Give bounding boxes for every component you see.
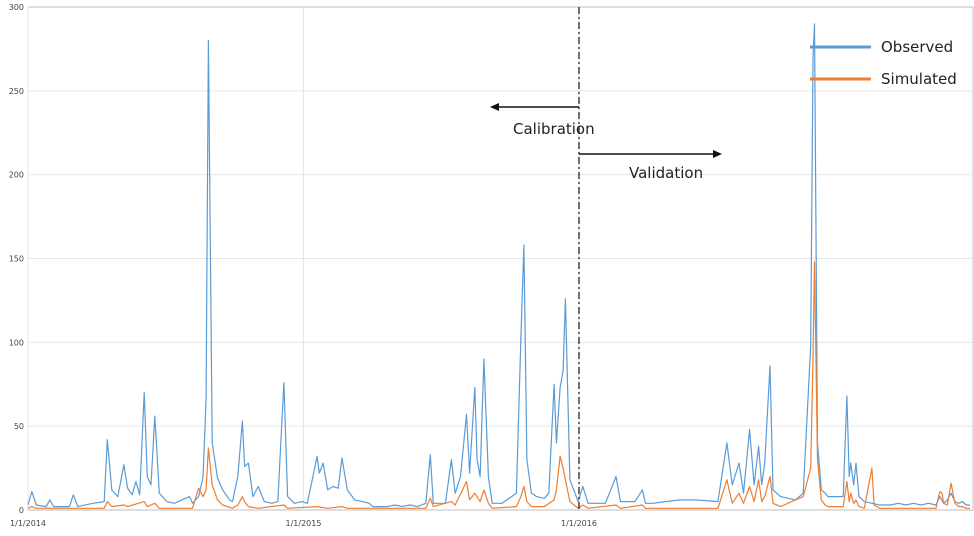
legend: Observed Simulated — [810, 38, 957, 88]
validation-arrow-head — [713, 150, 722, 158]
x-tick-label: 1/1/2014 — [10, 519, 46, 528]
legend-label-observed: Observed — [881, 38, 953, 56]
y-tick-label: 200 — [9, 171, 24, 180]
legend-label-simulated: Simulated — [881, 70, 957, 88]
series-group — [27, 23, 970, 509]
y-axis-ticks: 0 50 100 150 200 250 300 — [9, 3, 24, 515]
y-tick-label: 100 — [9, 338, 24, 347]
validation-label: Validation — [629, 164, 703, 182]
y-tick-label: 50 — [14, 422, 24, 431]
y-tick-label: 150 — [9, 255, 24, 264]
calibration-label: Calibration — [513, 120, 595, 138]
series-line-simulated — [27, 261, 970, 509]
series-line-observed — [27, 23, 970, 508]
annotations: Calibration Validation — [490, 7, 722, 510]
x-axis-ticks: 1/1/2014 1/1/2015 1/1/2016 — [10, 519, 597, 528]
y-tick-label: 250 — [9, 87, 24, 96]
y-tick-label: 300 — [9, 3, 24, 12]
calibration-arrow-head — [490, 103, 499, 111]
x-tick-label: 1/1/2016 — [561, 519, 597, 528]
x-tick-label: 1/1/2015 — [286, 519, 322, 528]
y-tick-label: 0 — [19, 506, 24, 515]
